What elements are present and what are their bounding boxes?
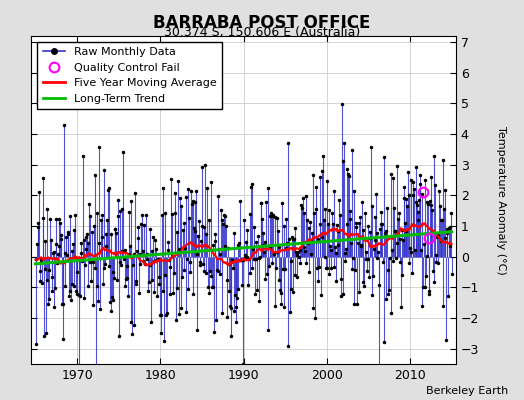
Y-axis label: Temperature Anomaly (°C): Temperature Anomaly (°C): [496, 126, 506, 274]
Legend: Raw Monthly Data, Quality Control Fail, Five Year Moving Average, Long-Term Tren: Raw Monthly Data, Quality Control Fail, …: [37, 42, 222, 109]
Text: 30.374 S, 150.606 E (Australia): 30.374 S, 150.606 E (Australia): [164, 26, 360, 39]
Text: Berkeley Earth: Berkeley Earth: [426, 386, 508, 396]
Text: BARRABA POST OFFICE: BARRABA POST OFFICE: [154, 14, 370, 32]
